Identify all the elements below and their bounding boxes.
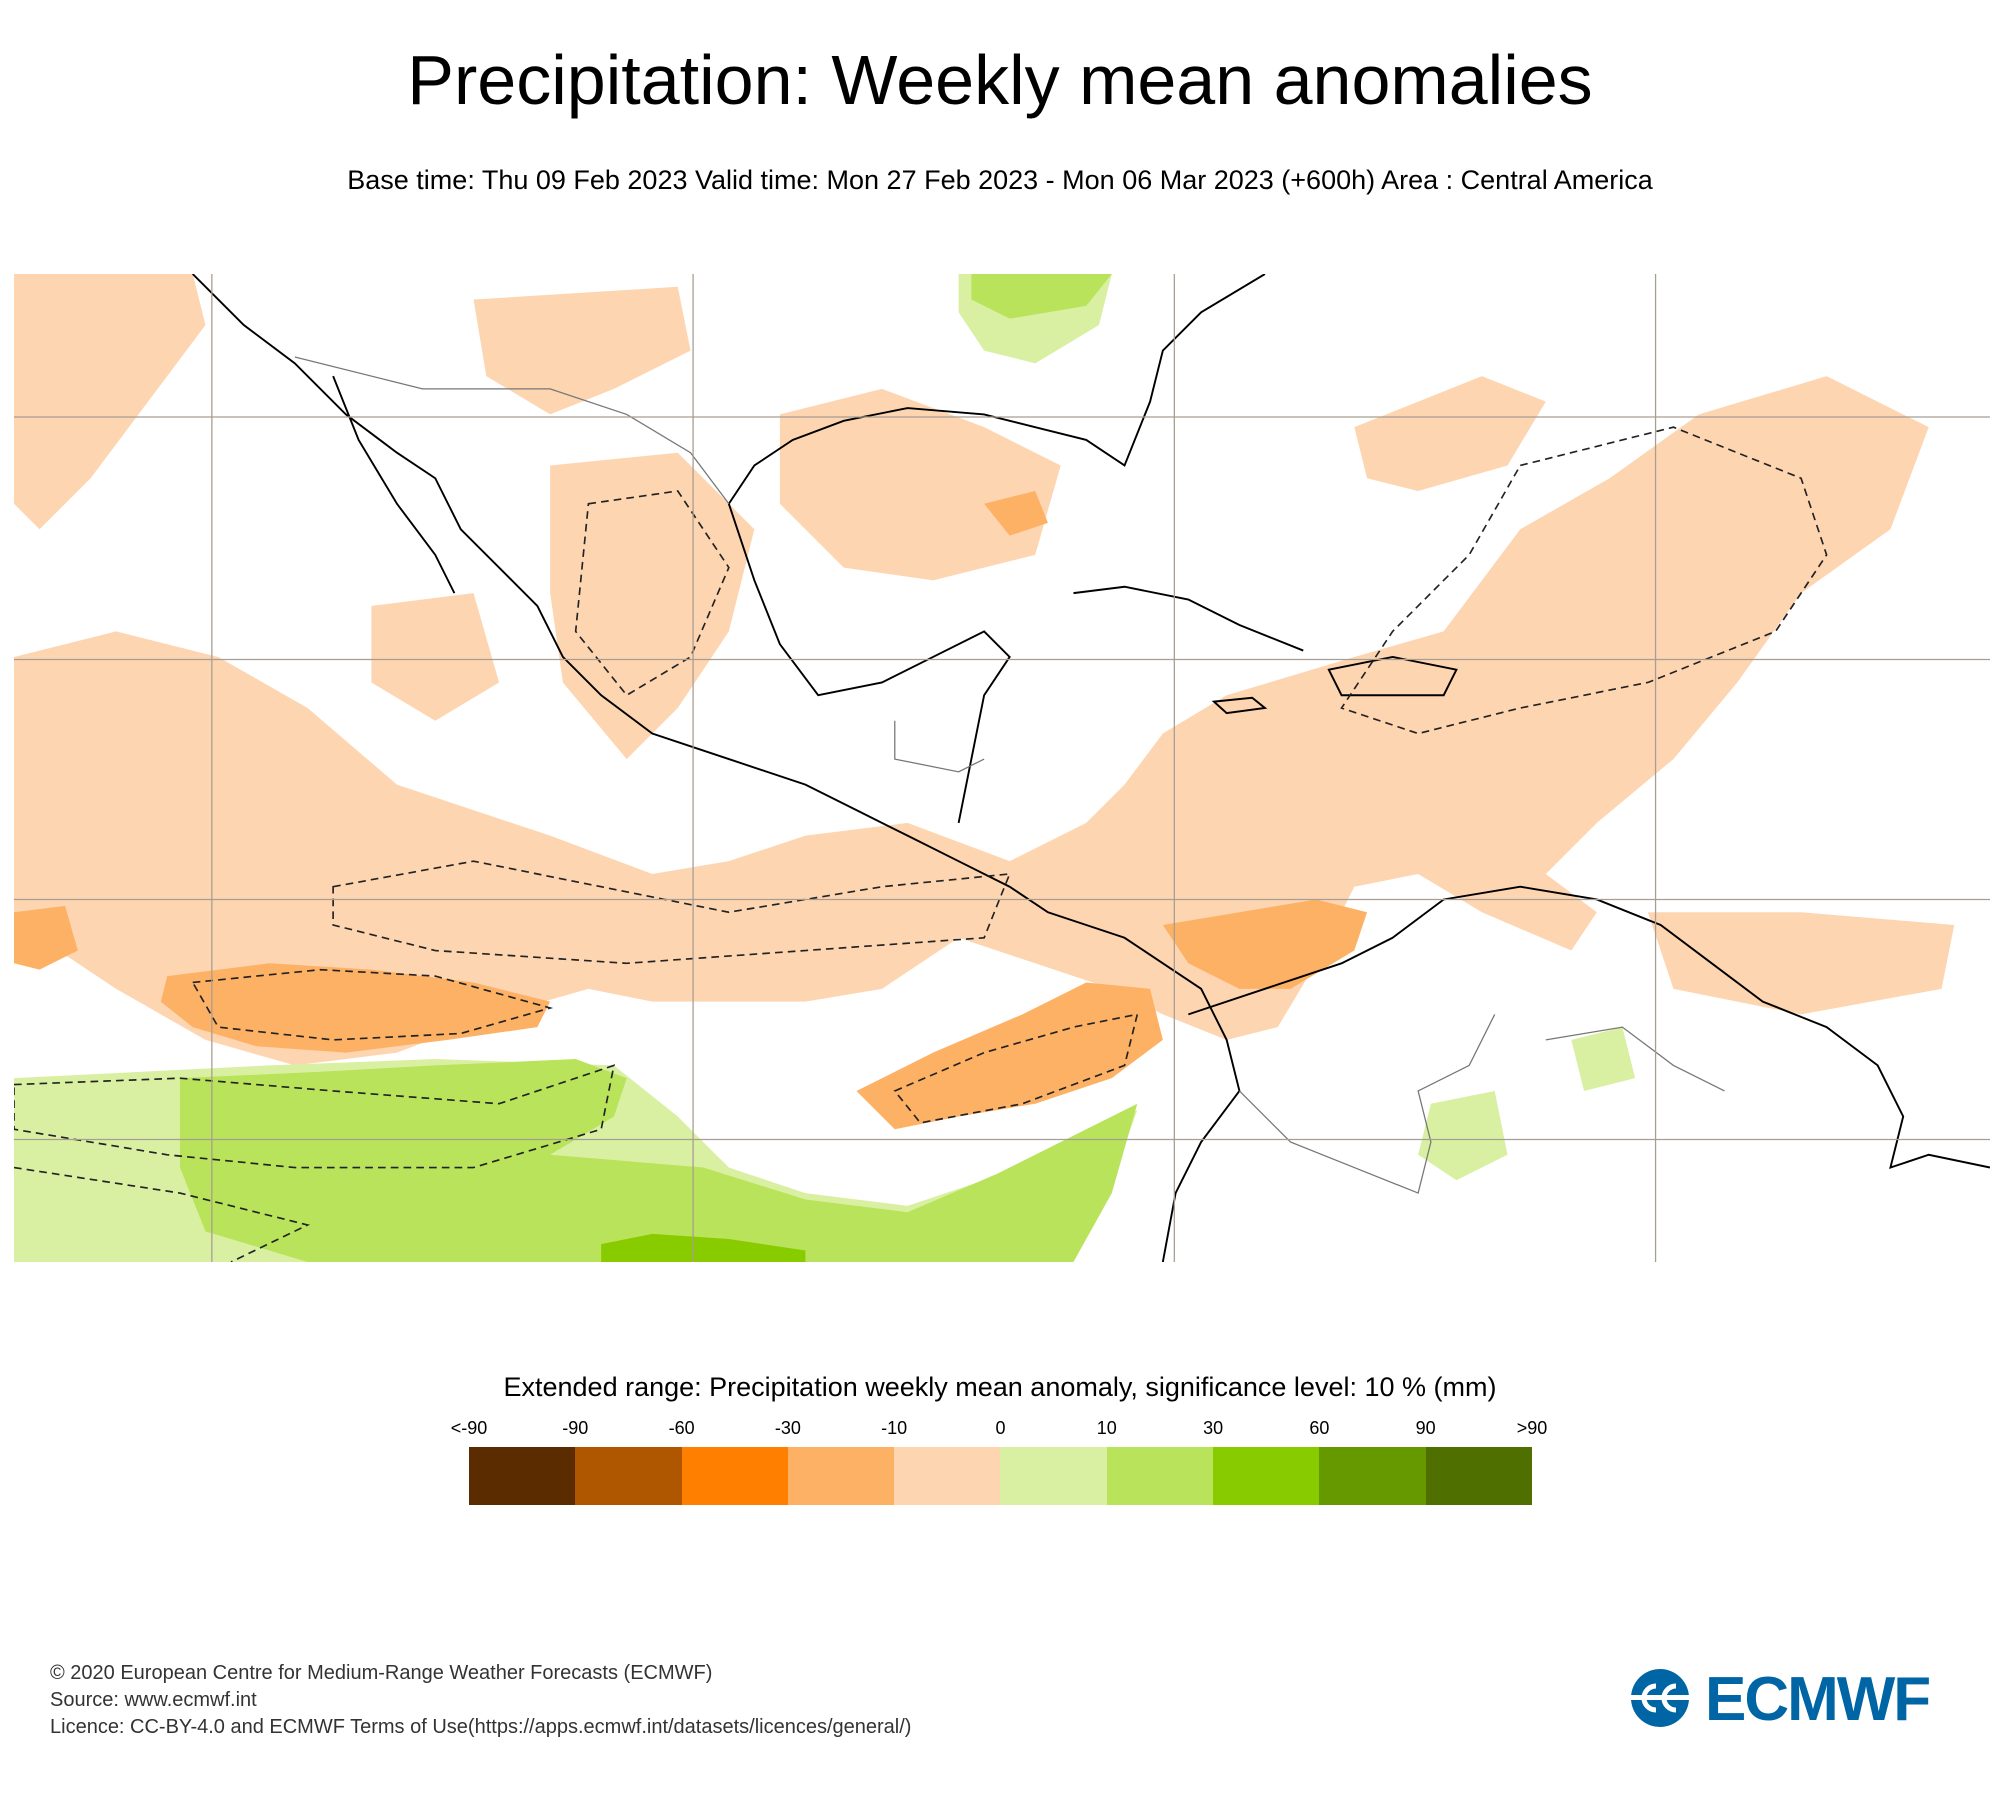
- borders: [294, 356, 1725, 1194]
- source-text: Source: www.ecmwf.int: [50, 1689, 257, 1711]
- copyright-text: © 2020 European Centre for Medium-Range …: [50, 1662, 713, 1684]
- legend-swatch: [575, 1447, 682, 1505]
- bright-green-areas: [601, 1233, 806, 1262]
- legend-label: -10: [881, 1418, 908, 1438]
- legend-colorbar: [469, 1447, 1532, 1505]
- grid-lines: [14, 274, 1990, 1262]
- orange-areas: [14, 491, 1368, 1130]
- coastlines: [192, 274, 1990, 1262]
- green-areas: [179, 274, 1138, 1262]
- legend-swatch: [1319, 1447, 1426, 1505]
- light-orange-areas: [14, 274, 1955, 1066]
- legend-label: 90: [1415, 1418, 1436, 1438]
- licence-text: Licence: CC-BY-4.0 and ECMWF Terms of Us…: [50, 1716, 912, 1738]
- legend-label: -60: [668, 1418, 695, 1438]
- legend-swatch: [1425, 1447, 1532, 1505]
- legend-swatch: [469, 1447, 576, 1505]
- legend-swatch: [894, 1447, 1001, 1505]
- legend-label: 0: [995, 1418, 1006, 1438]
- page-title: Precipitation: Weekly mean anomalies: [407, 41, 1593, 119]
- ecmwf-logo: ECMWF: [1620, 1665, 1950, 1734]
- legend-label: >90: [1516, 1418, 1548, 1438]
- legend-swatch: [1213, 1447, 1320, 1505]
- logo-text: ECMWF: [1705, 1665, 1931, 1734]
- legend-swatch: [681, 1447, 788, 1505]
- legend-label: 60: [1309, 1418, 1330, 1438]
- legend-swatch: [1106, 1447, 1214, 1505]
- legend-label: 30: [1203, 1418, 1224, 1438]
- footer: © 2020 European Centre for Medium-Range …: [50, 1660, 911, 1741]
- legend-swatch: [787, 1447, 895, 1505]
- legend-label: -90: [562, 1418, 589, 1438]
- ecmwf-logo-icon: [1620, 1669, 1700, 1727]
- legend-label: -30: [774, 1418, 801, 1438]
- page-subtitle: Base time: Thu 09 Feb 2023 Valid time: M…: [347, 165, 1653, 195]
- legend-label: 10: [1096, 1418, 1117, 1438]
- legend-label: <-90: [450, 1418, 488, 1438]
- legend-swatch: [1000, 1447, 1107, 1505]
- significance-contours: [14, 426, 1828, 1262]
- legend-title: Extended range: Precipitation weekly mea…: [503, 1372, 1497, 1402]
- anomaly-map: [14, 274, 1990, 1262]
- legend-labels: <-90 -90 -60 -30 -10 0 10 30 60 90 >90: [451, 1418, 1548, 1438]
